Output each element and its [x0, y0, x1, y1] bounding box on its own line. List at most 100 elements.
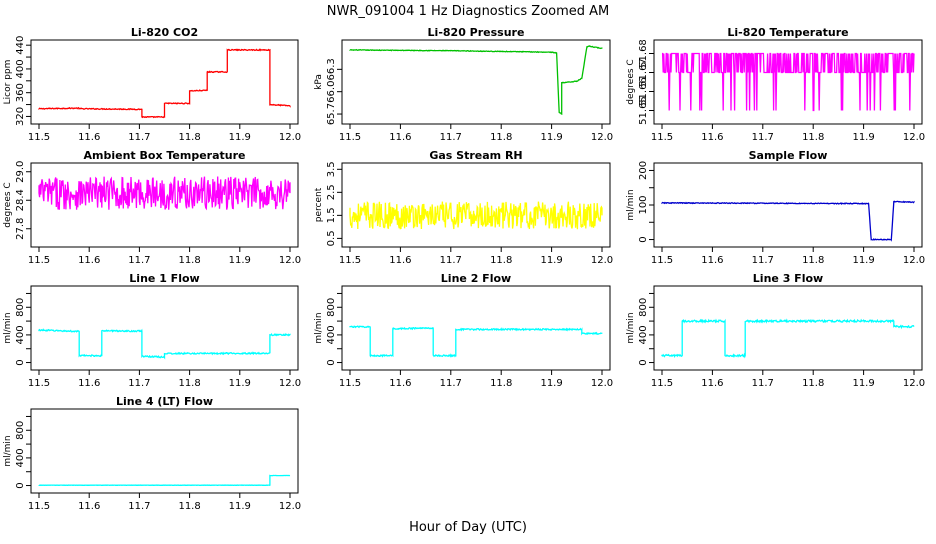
x-tick-label: 11.7 [752, 132, 774, 143]
panel-9: Line 3 Flow 11.5 11.6 11.7 11.8 11.9 12.0 0 400 8… [626, 272, 925, 389]
panel-2: Li-820 Pressure 11.5 11.6 11.7 11.8 11.9 12.0 6… [314, 26, 613, 143]
y-tick-label: 0 [15, 482, 26, 488]
x-tick-label: 12.0 [591, 132, 613, 143]
x-tick-label: 12.0 [903, 255, 925, 266]
y-axis-label: Licor ppm [3, 60, 13, 105]
x-tick-label: 11.9 [540, 255, 562, 266]
x-tick-label: 11.5 [651, 255, 673, 266]
plot-frame [30, 39, 299, 125]
panel-6: Sample Flow 11.5 11.6 11.7 11.8 11.9 12.0 0 100 2… [626, 149, 925, 266]
x-tick-label: 11.9 [229, 255, 251, 266]
panel-5: Gas Stream RH 11.5 11.6 11.7 11.8 11.9 12.0 0.5… [314, 149, 613, 266]
x-tick-label: 11.9 [852, 255, 874, 266]
panel-title: Li-820 CO2 [131, 26, 198, 39]
y-axis-label: kPa [314, 74, 324, 90]
y-axis-label: ml/min [3, 312, 13, 343]
x-tick-label: 11.5 [339, 255, 361, 266]
x-tick-label: 11.6 [389, 132, 411, 143]
panel-8: Line 2 Flow 11.5 11.6 11.7 11.8 11.9 12.0 0 400 8… [314, 272, 613, 389]
y-tick-label: 320 [15, 107, 26, 126]
y-axis-label: degrees C [626, 59, 636, 104]
main-title: NWR_091004 1 Hz Diagnostics Zoomed AM [327, 4, 610, 19]
panel-title: Gas Stream RH [429, 149, 522, 162]
y-tick-label: 51.68 [638, 39, 649, 68]
y-tick-label: 0 [326, 359, 337, 365]
y-tick-label: 29.0 [15, 161, 26, 183]
y-tick-label: 800 [326, 298, 337, 317]
panel-3: Li-820 Temperature 11.5 11.6 11.7 11.8 11.9 12… [626, 26, 925, 143]
panel-4: Ambient Box Temperature 11.5 11.6 11.7 11.8 1… [3, 149, 301, 266]
x-tick-label: 11.7 [440, 255, 462, 266]
y-tick-label: 440 [15, 36, 26, 55]
panel-7: Line 1 Flow 11.5 11.6 11.7 11.8 11.9 12.0 0 400 8… [3, 272, 301, 389]
x-axis-label: Hour of Day (UTC) [409, 520, 527, 535]
y-tick-label: 27.8 [15, 218, 26, 240]
x-tick-label: 11.9 [229, 378, 251, 389]
y-tick-label: 400 [638, 325, 649, 344]
panel-10: Line 4 (LT) Flow 11.5 11.6 11.7 11.8 11.9 12.0… [3, 395, 301, 512]
y-axis-label: ml/min [626, 189, 636, 220]
x-tick-label: 11.6 [701, 378, 723, 389]
y-tick-label: 51.67 [638, 58, 649, 87]
x-tick-label: 11.6 [78, 255, 100, 266]
x-tick-label: 11.9 [852, 378, 874, 389]
x-tick-label: 11.5 [651, 132, 673, 143]
x-tick-label: 11.6 [389, 378, 411, 389]
x-tick-label: 11.6 [389, 255, 411, 266]
x-tick-label: 11.5 [28, 255, 50, 266]
y-tick-label: 200 [638, 161, 649, 180]
y-tick-label: 400 [15, 448, 26, 467]
x-tick-label: 11.7 [752, 378, 774, 389]
y-tick-label: 0 [15, 359, 26, 365]
x-tick-label: 12.0 [591, 378, 613, 389]
plot-frame [30, 408, 299, 494]
x-tick-label: 12.0 [591, 255, 613, 266]
x-tick-label: 11.9 [852, 132, 874, 143]
plot-frame [30, 162, 299, 248]
plot-frame [653, 162, 923, 248]
x-tick-label: 12.0 [279, 378, 301, 389]
x-tick-label: 12.0 [279, 132, 301, 143]
y-tick-label: 100 [638, 195, 649, 214]
series-line [38, 48, 291, 119]
x-tick-label: 11.8 [490, 132, 512, 143]
y-tick-label: 66.3 [326, 58, 337, 80]
plot-frame [341, 39, 611, 125]
plot-frame [30, 285, 299, 371]
x-tick-label: 11.8 [178, 132, 200, 143]
x-tick-label: 11.9 [540, 132, 562, 143]
panel-title: Line 1 Flow [129, 272, 199, 285]
x-tick-label: 11.8 [490, 378, 512, 389]
x-tick-label: 11.9 [229, 501, 251, 512]
x-tick-label: 11.6 [701, 132, 723, 143]
x-tick-label: 11.7 [128, 255, 150, 266]
x-tick-label: 11.5 [339, 378, 361, 389]
x-tick-label: 11.7 [128, 501, 150, 512]
x-tick-label: 11.7 [128, 132, 150, 143]
panel-title: Line 2 Flow [441, 272, 511, 285]
x-tick-label: 11.5 [339, 132, 361, 143]
x-tick-label: 11.7 [128, 378, 150, 389]
x-tick-label: 11.8 [802, 132, 824, 143]
x-tick-label: 11.6 [78, 501, 100, 512]
panel-title: Li-820 Pressure [428, 26, 525, 39]
x-tick-label: 11.6 [78, 132, 100, 143]
plot-frame [653, 285, 923, 371]
x-tick-label: 11.5 [651, 378, 673, 389]
x-tick-label: 11.7 [440, 132, 462, 143]
series-line [349, 45, 603, 115]
y-tick-label: 1.5 [326, 207, 337, 223]
x-tick-label: 12.0 [279, 255, 301, 266]
x-tick-label: 11.5 [28, 132, 50, 143]
y-tick-label: 66.0 [326, 81, 337, 103]
x-tick-label: 12.0 [279, 501, 301, 512]
y-tick-label: 800 [15, 298, 26, 317]
series-line [661, 52, 915, 112]
x-tick-label: 12.0 [903, 378, 925, 389]
x-tick-label: 11.5 [28, 501, 50, 512]
y-tick-label: 51.65 [638, 96, 649, 125]
y-tick-label: 0 [638, 236, 649, 242]
x-tick-label: 11.8 [178, 378, 200, 389]
